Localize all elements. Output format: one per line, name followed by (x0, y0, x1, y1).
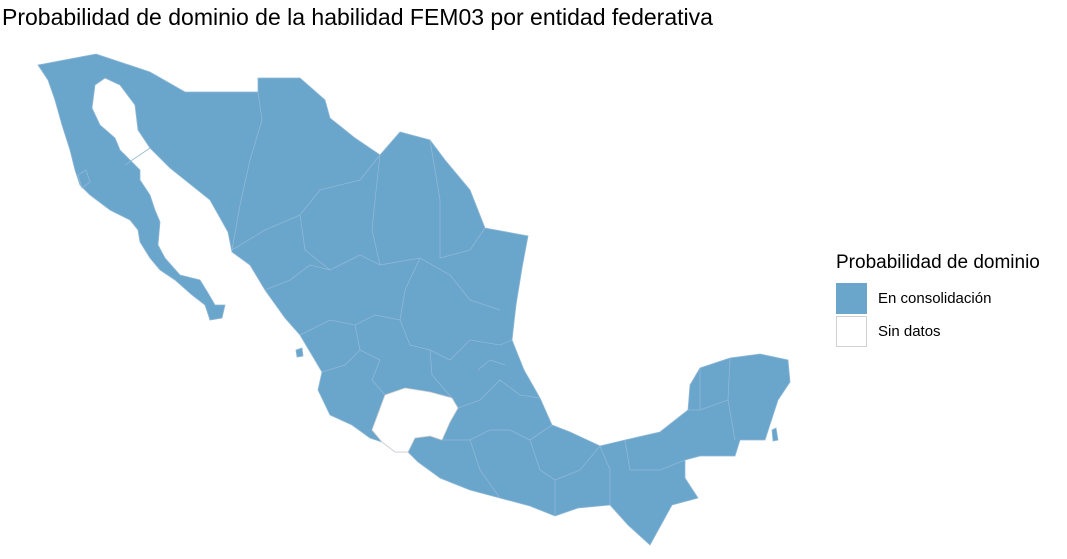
legend: Probabilidad de dominio En consolidación… (836, 250, 1040, 348)
isla-cozumel (771, 427, 779, 442)
chart-title: Probabilidad de dominio de la habilidad … (2, 4, 713, 30)
swatch-consolidacion (836, 283, 867, 314)
islas-marias (295, 347, 304, 358)
mexico-mainland (37, 53, 791, 546)
legend-item-consolidacion: En consolidación (836, 282, 1040, 315)
state-borders (124, 91, 736, 516)
legend-label-sin-datos: Sin datos (878, 323, 941, 340)
swatch-sin-datos (836, 316, 867, 347)
state-sin-datos (371, 387, 459, 453)
legend-title: Probabilidad de dominio (836, 252, 1040, 273)
isla-tiburon (77, 169, 91, 189)
legend-item-sin-datos: Sin datos (836, 315, 1040, 348)
legend-label-consolidacion: En consolidación (878, 290, 992, 307)
